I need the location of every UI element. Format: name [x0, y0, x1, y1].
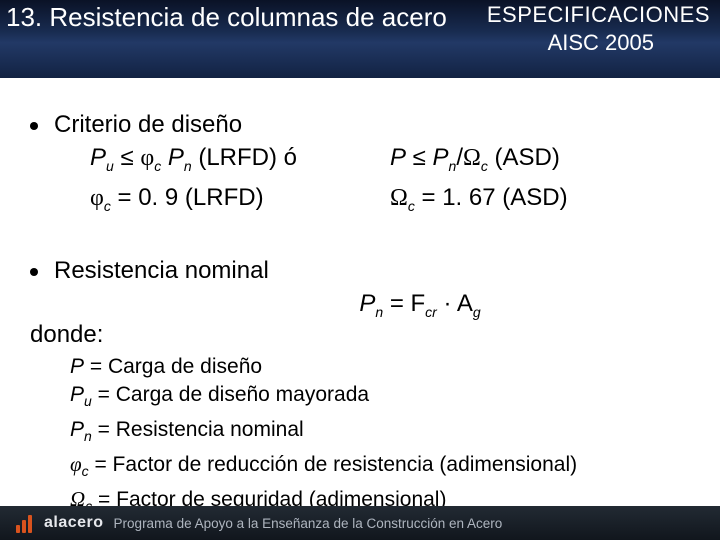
sym-P4: P: [433, 144, 449, 171]
bullet-1: Criterio de diseño: [30, 110, 690, 140]
def-3: Pn = Resistencia nominal: [70, 416, 690, 450]
def2-sub: u: [84, 394, 92, 410]
bullet-1-text: Criterio de diseño: [54, 110, 242, 140]
sym-P2: P: [168, 144, 184, 171]
donde-label: donde:: [30, 321, 690, 349]
asd-tag: (ASD): [488, 144, 560, 171]
lrfd-tag: (LRFD): [192, 144, 277, 171]
def3-txt: = Resistencia nominal: [92, 418, 304, 441]
sub-g: g: [473, 303, 481, 319]
sub-u: u: [106, 158, 114, 174]
footer-bar: alacero Programa de Apoyo a la Enseñanza…: [0, 506, 720, 540]
def4-txt: = Factor de reducción de resistencia (ad…: [89, 453, 578, 476]
phi-icon: φ: [140, 145, 154, 171]
brand-name: alacero: [44, 514, 104, 532]
omega-icon-2: Ω: [390, 185, 408, 211]
sub-n3: n: [375, 303, 383, 319]
design-criteria-equations: Pu ≤ φc Pn (LRFD) ó P ≤ Pn/Ωc (ASD) φc =…: [90, 142, 690, 222]
slide: 13. Resistencia de columnas de acero ESP…: [0, 0, 720, 540]
or-word: ó: [277, 144, 297, 171]
spec-line-1: ESPECIFICACIONES: [487, 2, 710, 28]
def-2: Pu = Carga de diseño mayorada: [70, 381, 690, 415]
sub-c2: c: [481, 158, 488, 174]
sym-P: P: [90, 144, 106, 171]
sym-P3: P: [390, 144, 406, 171]
def3-sub: n: [84, 428, 92, 444]
def3-sym: P: [70, 418, 84, 441]
sub-c: c: [154, 158, 161, 174]
sym-Pn: P: [359, 290, 375, 317]
leq: ≤: [114, 144, 141, 171]
slash: /: [456, 144, 463, 171]
phi-icon-2: φ: [90, 185, 104, 211]
lrfd-inequality: Pu ≤ φc Pn (LRFD) ó: [90, 142, 390, 182]
brand-logo: alacero: [14, 513, 104, 533]
slide-body: Criterio de diseño Pu ≤ φc Pn (LRFD) ó P…: [30, 110, 690, 520]
section-2: Resistencia nominal Pn = Fcr · Ag donde:…: [30, 256, 690, 521]
def1-txt: = Carga de diseño: [84, 355, 262, 378]
def2-sym: P: [70, 383, 84, 406]
bullet-dot-icon: [30, 268, 38, 276]
phi-value: φc = 0. 9 (LRFD): [90, 182, 390, 222]
sub-n: n: [184, 158, 192, 174]
definitions-list: P = Carga de diseño Pu = Carga de diseño…: [70, 353, 690, 520]
bullet-2: Resistencia nominal: [30, 256, 690, 286]
eq-row-1: Pu ≤ φc Pn (LRFD) ó P ≤ Pn/Ωc (ASD): [90, 142, 690, 182]
def4-sub: c: [82, 463, 89, 479]
bullet-dot-icon: [30, 122, 38, 130]
sub-c4: c: [408, 198, 415, 214]
def2-txt: = Carga de diseño mayorada: [92, 383, 369, 406]
nominal-resistance-eq: Pn = Fcr · Ag: [150, 290, 690, 320]
omega-val-text: = 1. 67 (ASD): [415, 184, 568, 211]
sub-c3: c: [104, 198, 111, 214]
def4-sym: φ: [70, 452, 82, 476]
omega-value: Ωc = 1. 67 (ASD): [390, 182, 568, 222]
slide-title: 13. Resistencia de columnas de acero: [6, 2, 447, 33]
footer-program-text: Programa de Apoyo a la Enseñanza de la C…: [114, 516, 503, 531]
omega-icon: Ω: [463, 145, 481, 171]
phi-val-text: = 0. 9 (LRFD): [111, 184, 264, 211]
logo-bars-icon: [14, 513, 40, 533]
eq-row-2: φc = 0. 9 (LRFD) Ωc = 1. 67 (ASD): [90, 182, 690, 222]
header-bar: 13. Resistencia de columnas de acero ESP…: [0, 0, 720, 78]
asd-inequality: P ≤ Pn/Ωc (ASD): [390, 142, 560, 182]
sub-cr: cr: [425, 303, 437, 319]
eq-dot: · A: [437, 290, 473, 317]
bullet-2-text: Resistencia nominal: [54, 256, 269, 286]
def-4: φc = Factor de reducción de resistencia …: [70, 450, 690, 485]
spec-line-2: AISC 2005: [548, 30, 654, 56]
def-1: P = Carga de diseño: [70, 353, 690, 381]
leq2: ≤: [406, 144, 433, 171]
eq-mid: = F: [383, 290, 425, 317]
def1-sym: P: [70, 355, 84, 378]
